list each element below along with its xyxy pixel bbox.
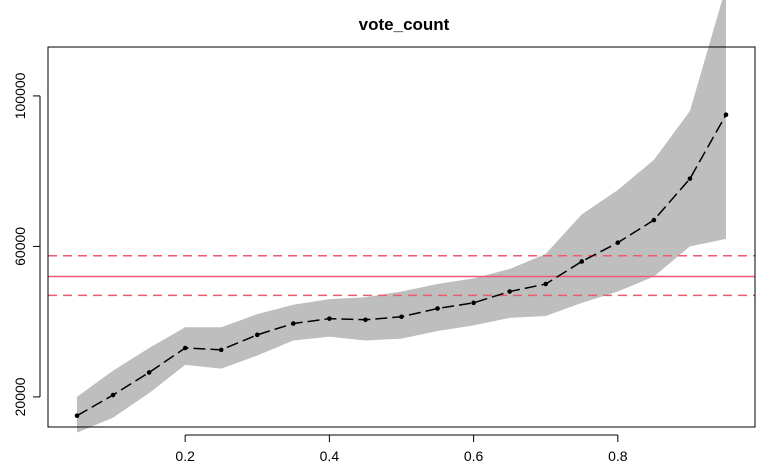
x-tick-label: 0.8 bbox=[608, 448, 628, 464]
axes: 0.2 0.4 0.6 0.8 20000 60000 100000 bbox=[12, 46, 756, 464]
plot-area bbox=[48, 0, 755, 433]
data-point bbox=[254, 332, 260, 338]
data-point bbox=[218, 347, 224, 353]
chart-title: vote_count bbox=[359, 15, 450, 34]
x-tick-label: 0.2 bbox=[175, 448, 195, 464]
data-point bbox=[399, 314, 404, 320]
plot-frame bbox=[47, 46, 756, 428]
confidence-band bbox=[77, 0, 726, 433]
data-point bbox=[723, 112, 729, 118]
data-point bbox=[579, 259, 585, 264]
data-point bbox=[471, 300, 476, 306]
data-point bbox=[687, 176, 693, 181]
x-tick-label: 0.6 bbox=[464, 448, 484, 464]
data-point bbox=[327, 316, 332, 321]
data-point bbox=[182, 345, 188, 351]
data-point bbox=[74, 413, 80, 419]
data-point bbox=[291, 321, 296, 326]
data-point bbox=[110, 392, 116, 398]
data-point bbox=[146, 370, 152, 375]
y-tick-label: 60000 bbox=[12, 227, 28, 266]
data-point bbox=[363, 317, 368, 323]
data-point bbox=[651, 217, 657, 223]
data-point bbox=[507, 289, 512, 294]
data-point bbox=[435, 306, 440, 311]
data-point bbox=[543, 281, 549, 287]
x-tick-label: 0.4 bbox=[320, 448, 340, 464]
y-tick-label: 100000 bbox=[12, 72, 28, 119]
data-point bbox=[615, 240, 621, 245]
y-tick-label: 20000 bbox=[12, 377, 28, 416]
